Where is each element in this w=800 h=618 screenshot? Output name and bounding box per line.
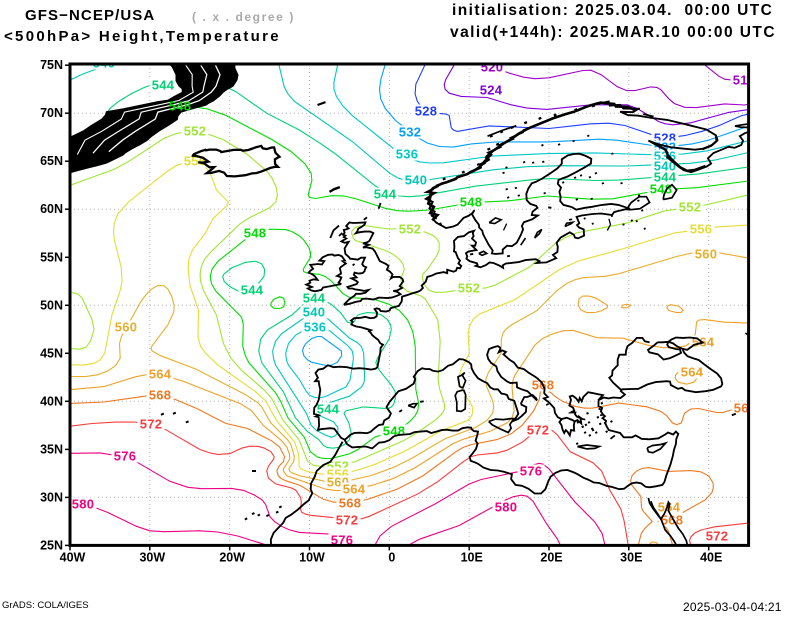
svg-text:20W: 20W (219, 550, 245, 564)
svg-text:560: 560 (115, 320, 138, 335)
svg-text:560: 560 (695, 247, 718, 262)
svg-text:572: 572 (527, 423, 550, 438)
svg-text:60N: 60N (40, 202, 63, 216)
svg-text:552: 552 (679, 200, 702, 215)
svg-text:40N: 40N (40, 394, 63, 408)
svg-text:564: 564 (343, 482, 366, 497)
svg-text:75N: 75N (40, 58, 63, 72)
svg-text:576: 576 (114, 449, 137, 464)
svg-text:552: 552 (458, 281, 481, 296)
svg-text:10W: 10W (299, 550, 325, 564)
svg-text:544: 544 (654, 170, 677, 185)
svg-text:0: 0 (388, 550, 395, 564)
svg-text:564: 564 (149, 367, 172, 382)
svg-text:540: 540 (654, 159, 677, 174)
svg-text:20E: 20E (540, 550, 562, 564)
svg-text:572: 572 (706, 529, 729, 544)
svg-text:548: 548 (244, 226, 267, 241)
svg-text:540: 540 (93, 56, 116, 71)
svg-text:25N: 25N (40, 538, 63, 552)
svg-text:65N: 65N (40, 154, 63, 168)
svg-text:544: 544 (303, 291, 326, 306)
svg-text:564: 564 (681, 365, 704, 380)
svg-text:568: 568 (149, 388, 172, 403)
svg-text:40W: 40W (60, 550, 86, 564)
svg-text:548: 548 (650, 182, 673, 197)
svg-text:40E: 40E (700, 550, 722, 564)
svg-text:45N: 45N (40, 346, 63, 360)
svg-text:55N: 55N (40, 250, 63, 264)
svg-text:520: 520 (481, 60, 504, 75)
svg-text:540: 540 (405, 173, 428, 188)
svg-text:580: 580 (495, 500, 518, 515)
svg-text:540: 540 (303, 305, 326, 320)
svg-text:556: 556 (690, 222, 713, 237)
svg-text:516: 516 (733, 73, 756, 88)
svg-text:30W: 30W (139, 550, 165, 564)
svg-text:572: 572 (336, 513, 359, 528)
svg-text:544: 544 (374, 187, 397, 202)
svg-text:536: 536 (304, 320, 327, 335)
svg-text:568: 568 (661, 513, 684, 528)
svg-text:580: 580 (72, 497, 95, 512)
svg-text:544: 544 (152, 78, 175, 93)
svg-text:552: 552 (184, 124, 207, 139)
svg-text:10E: 10E (461, 550, 483, 564)
svg-text:35N: 35N (40, 442, 63, 456)
svg-text:536: 536 (396, 147, 419, 162)
svg-text:572: 572 (140, 417, 163, 432)
svg-text:524: 524 (480, 83, 503, 98)
svg-text:532: 532 (399, 125, 422, 140)
svg-text:30N: 30N (40, 490, 63, 504)
svg-text:552: 552 (399, 222, 422, 237)
svg-text:50N: 50N (40, 298, 63, 312)
svg-text:70N: 70N (40, 106, 63, 120)
svg-text:548: 548 (169, 99, 192, 114)
svg-text:576: 576 (520, 464, 543, 479)
svg-text:528: 528 (415, 104, 438, 119)
svg-text:568: 568 (734, 401, 757, 416)
svg-text:544: 544 (317, 402, 340, 417)
svg-text:548: 548 (460, 195, 483, 210)
svg-text:576: 576 (331, 533, 354, 548)
svg-text:568: 568 (339, 496, 362, 511)
svg-text:30E: 30E (620, 550, 642, 564)
svg-text:544: 544 (241, 283, 264, 298)
